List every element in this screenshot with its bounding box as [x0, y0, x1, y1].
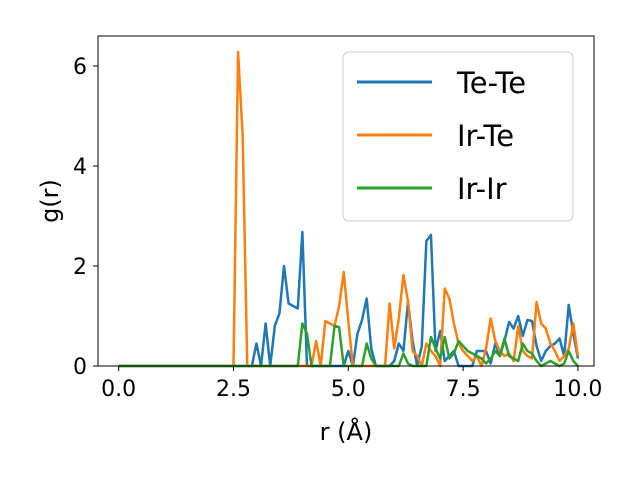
y-axis: 0 2 4 6: [73, 55, 98, 380]
legend-label-te-te: Te-Te: [456, 66, 526, 100]
y-tick-label: 2: [73, 255, 87, 280]
y-axis-label: g(r): [36, 179, 64, 223]
y-tick-label: 4: [73, 155, 87, 180]
x-tick-label: 10.0: [553, 377, 602, 402]
x-axis: 0.0 2.5 5.0 7.5 10.0: [101, 366, 602, 402]
series-line-ir-te: [118, 50, 580, 368]
y-tick-label: 6: [73, 55, 87, 80]
legend-label-ir-te: Ir-Te: [457, 119, 514, 153]
x-tick-label: 0.0: [101, 377, 136, 402]
legend: Te-Te Ir-Te Ir-Ir: [342, 51, 574, 222]
x-tick-label: 7.5: [446, 377, 481, 402]
y-tick-label: 0: [73, 355, 87, 380]
x-tick-label: 5.0: [331, 377, 366, 402]
plot-frame: [97, 35, 595, 367]
legend-label-ir-ir: Ir-Ir: [457, 172, 507, 206]
x-axis-label: r (Å): [320, 417, 373, 446]
series-line-te-te: [118, 230, 580, 368]
legend-box: [342, 51, 574, 222]
x-tick-label: 2.5: [216, 377, 251, 402]
